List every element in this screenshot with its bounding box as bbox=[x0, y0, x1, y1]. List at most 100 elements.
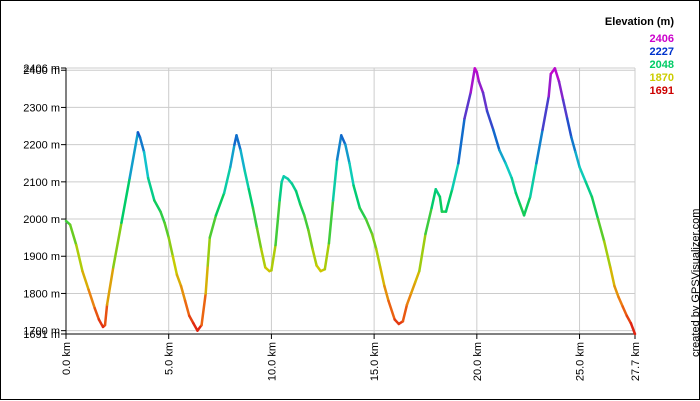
elevation-segment bbox=[510, 176, 518, 195]
elevation-segment bbox=[327, 199, 335, 245]
elevation-segment bbox=[331, 158, 339, 202]
elevation-segment bbox=[75, 243, 84, 273]
elevation-segment bbox=[528, 161, 538, 198]
elevation-segment bbox=[418, 232, 427, 273]
elevation-segment bbox=[409, 281, 417, 295]
elevation-segment bbox=[192, 321, 199, 332]
x-tick-label: 15.0 km bbox=[369, 342, 381, 381]
x-tick-label: 25.0 km bbox=[575, 342, 587, 381]
y-tick-label: 1691 m bbox=[23, 329, 60, 341]
elevation-segment bbox=[379, 266, 386, 288]
elevation-segment bbox=[335, 134, 343, 161]
elevation-segment bbox=[553, 67, 561, 83]
elevation-segment bbox=[103, 303, 109, 327]
elevation-segment bbox=[222, 165, 232, 195]
elevation-segment bbox=[629, 321, 637, 336]
elevation-segment bbox=[405, 292, 413, 306]
y-tick-label: 2200 m bbox=[23, 140, 60, 152]
elevation-segment bbox=[401, 303, 409, 323]
legend-entry: 1691 bbox=[650, 85, 674, 97]
x-tick-label: 27.7 km bbox=[630, 342, 642, 381]
elevation-segment bbox=[469, 67, 477, 94]
elevation-segment bbox=[457, 117, 466, 165]
elevation-segment bbox=[167, 236, 175, 258]
elevation-segment bbox=[105, 266, 115, 306]
elevation-segment bbox=[541, 95, 550, 132]
x-tick-label: 0.0 km bbox=[61, 342, 73, 375]
elevation-segment bbox=[214, 191, 226, 217]
legend-entry: 2048 bbox=[650, 59, 674, 71]
elevation-segment bbox=[565, 117, 573, 139]
elevation-segment bbox=[311, 247, 318, 267]
credit-text: created by GPSVisualizer.com bbox=[690, 209, 700, 357]
elevation-segment bbox=[492, 128, 501, 152]
elevation-segment bbox=[229, 143, 236, 169]
elevation-segment bbox=[255, 227, 263, 251]
elevation-segment bbox=[602, 240, 612, 269]
elevation-segment bbox=[200, 292, 207, 327]
elevation-segment bbox=[522, 195, 532, 217]
elevation-segment bbox=[111, 221, 123, 269]
elevation-segment bbox=[187, 314, 195, 325]
elevation-segment bbox=[153, 199, 162, 213]
elevation-segment bbox=[504, 161, 514, 180]
y-tick-label: 1800 m bbox=[23, 288, 60, 300]
elevation-segment bbox=[97, 318, 105, 329]
x-tick-label: 20.0 km bbox=[472, 342, 484, 381]
elevation-segment bbox=[374, 247, 382, 269]
elevation-segment bbox=[68, 223, 78, 247]
elevation-segment bbox=[340, 134, 347, 146]
elevation-segment bbox=[247, 188, 255, 210]
legend-entry: 2227 bbox=[650, 46, 674, 58]
elevation-segment bbox=[485, 109, 495, 132]
x-tick-label: 5.0 km bbox=[164, 342, 176, 375]
elevation-segment bbox=[387, 299, 396, 321]
y-tick-label: 1900 m bbox=[23, 251, 60, 263]
elevation-segment bbox=[413, 269, 421, 284]
elevation-segment bbox=[358, 206, 368, 221]
elevation-segment bbox=[596, 217, 606, 243]
elevation-segment bbox=[294, 189, 302, 206]
elevation-segment bbox=[424, 206, 433, 236]
elevation-segment bbox=[609, 266, 616, 288]
elevation-segment bbox=[239, 148, 246, 172]
elevation-segment bbox=[613, 284, 620, 299]
elevation-segment bbox=[590, 195, 600, 221]
elevation-segment bbox=[204, 264, 209, 295]
x-tick-label: 10.0 km bbox=[266, 342, 278, 381]
elevation-segment bbox=[344, 143, 351, 165]
elevation-segment bbox=[259, 247, 267, 269]
elevation-segment bbox=[163, 221, 170, 239]
elevation-segment bbox=[444, 188, 454, 213]
elevation-segment bbox=[183, 299, 191, 318]
y-tick-label: 2406 m bbox=[23, 63, 60, 75]
legend-title: Elevation (m) bbox=[605, 16, 674, 28]
elevation-segment bbox=[171, 254, 179, 277]
elevation-segment bbox=[535, 128, 544, 165]
y-tick-label: 2400 m bbox=[23, 65, 60, 77]
elevation-segment bbox=[93, 307, 101, 321]
elevation-segment bbox=[142, 150, 150, 180]
elevation-segment bbox=[81, 269, 90, 291]
elevation-segment bbox=[120, 176, 131, 225]
elevation-segment bbox=[438, 195, 444, 213]
elevation-segment bbox=[348, 161, 355, 187]
elevation-segment bbox=[450, 161, 460, 191]
elevation-segment bbox=[498, 148, 507, 165]
elevation-segment bbox=[514, 191, 522, 206]
elevation-segment bbox=[138, 135, 146, 154]
elevation-segment bbox=[278, 180, 283, 202]
elevation-segment bbox=[578, 165, 587, 184]
elevation-segment bbox=[481, 91, 489, 113]
elevation-segment bbox=[146, 176, 156, 202]
elevation-segment bbox=[270, 243, 277, 272]
elevation-line bbox=[64, 67, 637, 336]
elevation-segment bbox=[175, 273, 183, 288]
elevation-segment bbox=[557, 80, 565, 102]
elevation-segment bbox=[208, 214, 218, 239]
elevation-segment bbox=[617, 295, 624, 308]
